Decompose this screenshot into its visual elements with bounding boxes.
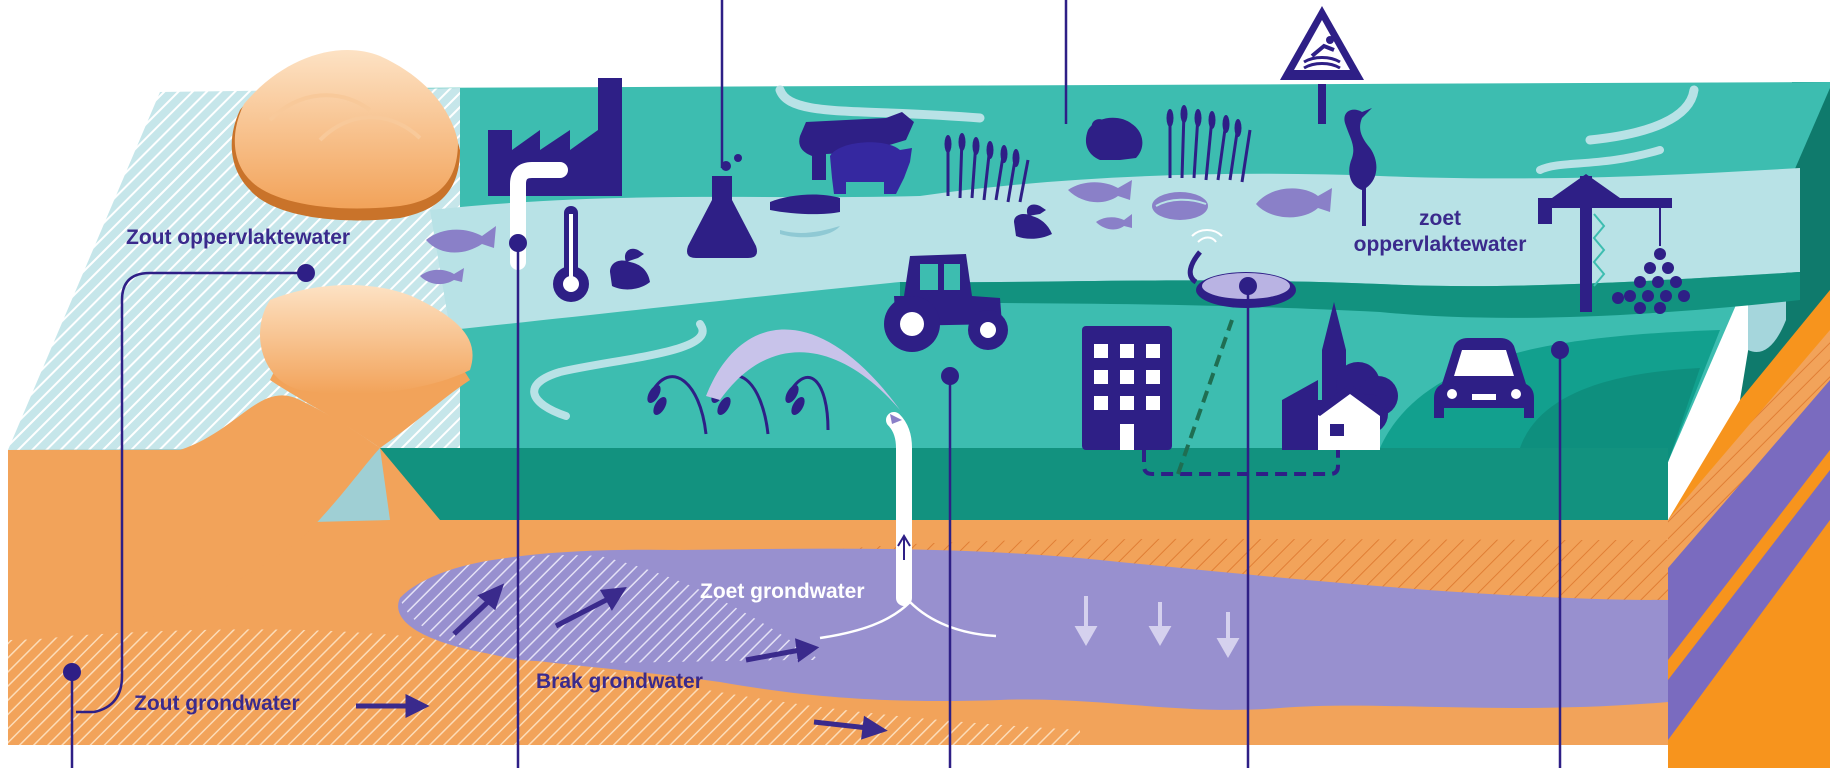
mussel-icon bbox=[1152, 192, 1208, 220]
fish-icon bbox=[420, 268, 464, 285]
crane-icon bbox=[1538, 174, 1672, 312]
label-brackish-groundwater: Brak grondwater bbox=[536, 670, 703, 693]
fish-icon bbox=[1068, 180, 1132, 203]
outflow-icon bbox=[770, 194, 840, 215]
callout-dots bbox=[63, 234, 1569, 681]
lab-flask-icon bbox=[687, 154, 757, 258]
salt-groundwater-zone bbox=[8, 629, 1080, 745]
brackish-groundwater-zone bbox=[400, 555, 820, 663]
frog-icon bbox=[1085, 117, 1143, 160]
fish-icon bbox=[1256, 188, 1332, 218]
label-fresh-surface-water-line1: zoet bbox=[1419, 207, 1461, 230]
block-right-face bbox=[1668, 82, 1830, 768]
reed-icon bbox=[1166, 105, 1252, 183]
car-icon bbox=[1434, 338, 1534, 418]
callout-lines bbox=[70, 0, 1562, 768]
label-salt-groundwater: Zout grondwater bbox=[134, 692, 300, 715]
thermometer-icon bbox=[553, 206, 589, 302]
duck-icon bbox=[610, 248, 650, 290]
heron-icon bbox=[1344, 108, 1377, 226]
label-salt-surface-water: Zout oppervlaktewater bbox=[126, 226, 351, 249]
flow-arrows bbox=[356, 583, 888, 740]
tractor-icon bbox=[884, 254, 1008, 352]
sewer-connection bbox=[1142, 450, 1340, 476]
pellets-icon bbox=[1612, 248, 1690, 314]
fish-icon bbox=[426, 226, 496, 253]
fresh-groundwater-body bbox=[398, 548, 1668, 710]
building-icon bbox=[1082, 326, 1172, 450]
label-fresh-surface-water: zoet oppervlaktewater bbox=[1340, 206, 1540, 258]
swimming-warning-sign-icon bbox=[1280, 6, 1364, 124]
fish-icon bbox=[1096, 214, 1132, 230]
pig-icon bbox=[830, 142, 912, 194]
label-fresh-groundwater: Zoet grondwater bbox=[700, 580, 865, 603]
subsurface-layers bbox=[8, 448, 1668, 745]
reed-icon bbox=[944, 133, 1030, 203]
house-icon bbox=[1312, 384, 1388, 450]
dune-icon bbox=[8, 50, 473, 640]
outlet-pipe-icon bbox=[510, 162, 568, 270]
label-fresh-surface-water-line2: oppervlaktewater bbox=[1353, 233, 1527, 256]
duck-icon bbox=[1014, 204, 1052, 239]
sprinkler-icon bbox=[706, 329, 900, 410]
